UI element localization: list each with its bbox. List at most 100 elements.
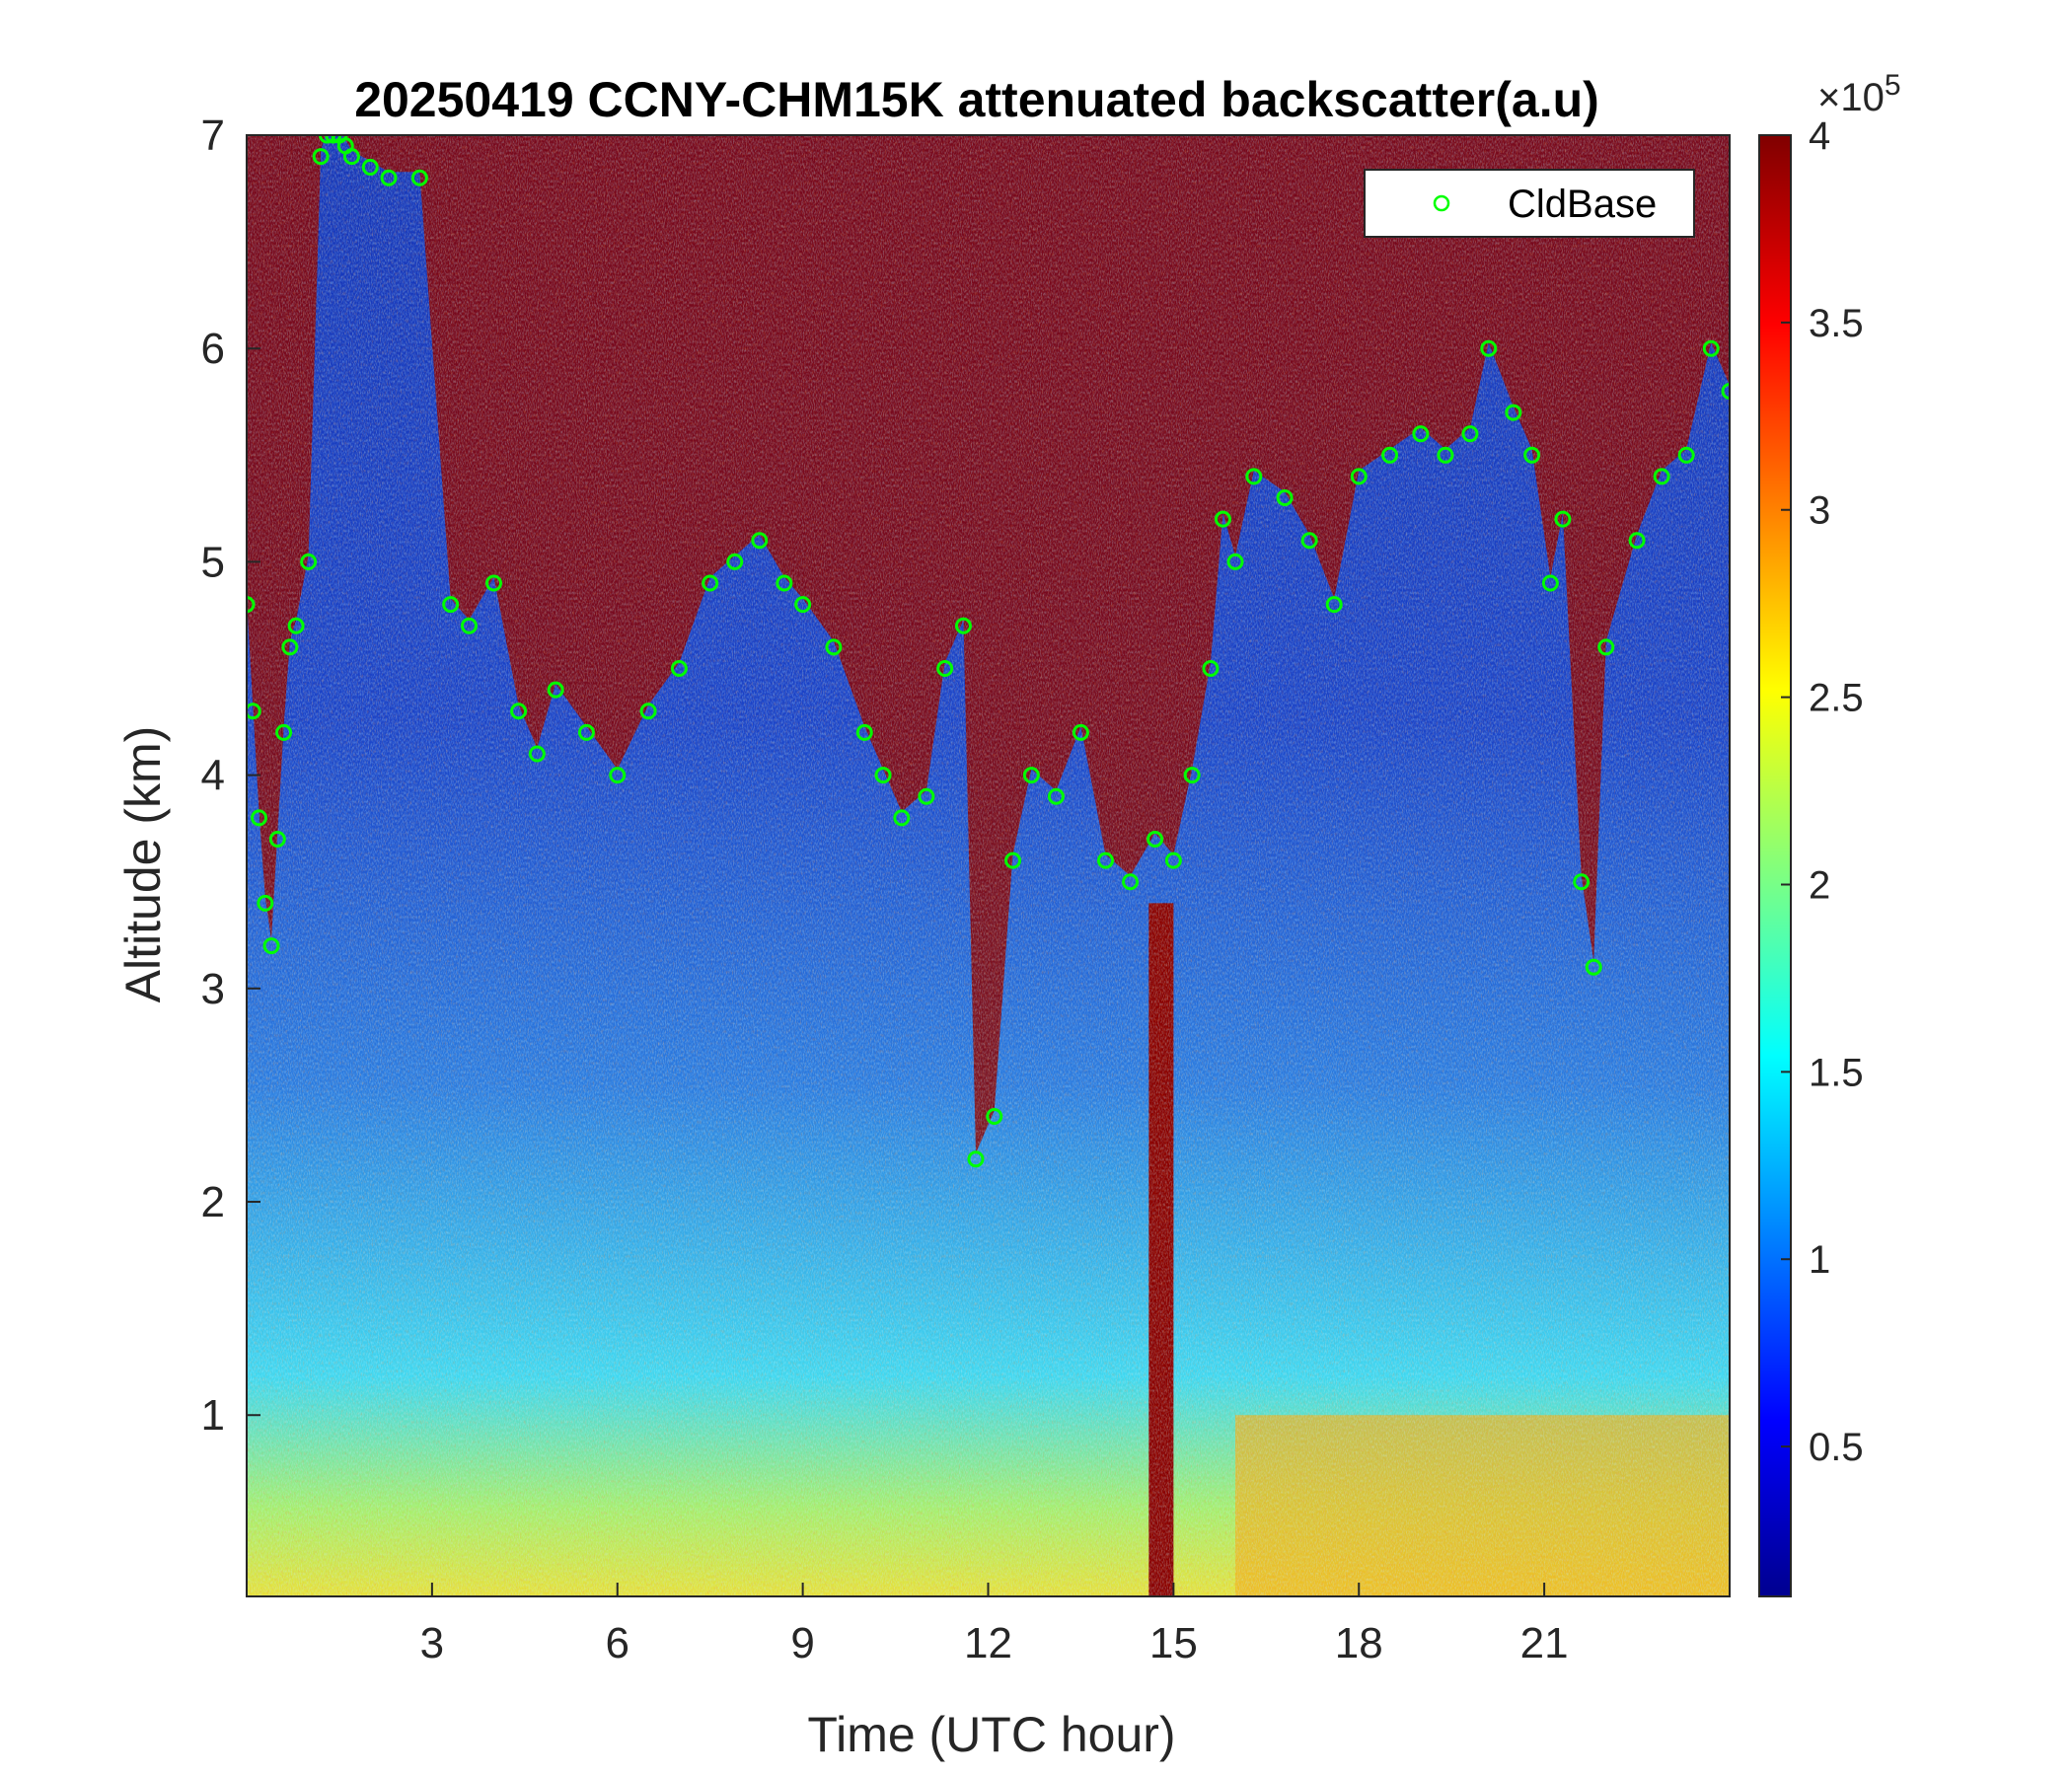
- cloud-base-point: [726, 553, 744, 570]
- cloud-base-point: [528, 745, 546, 763]
- colorbar: 0.5 1 1.5 2 2.5 3 3.5 4 ×105: [1758, 69, 1901, 1597]
- x-tick-label: 21: [1520, 1619, 1569, 1667]
- cloud-base-point: [1147, 830, 1164, 848]
- cloud-base-point: [1350, 468, 1368, 485]
- cloud-base-point: [442, 596, 460, 614]
- colorbar-ticks: 0.5 1 1.5 2 2.5 3 3.5 4: [1781, 114, 1864, 1469]
- cloud-base-point: [1573, 873, 1591, 891]
- cloud-base-point: [1072, 723, 1089, 741]
- y-axis: 1 2 3 4 5 6 7: [201, 111, 260, 1440]
- cloud-base-point: [1653, 468, 1670, 485]
- colorbar-tick-label: 1: [1809, 1238, 1830, 1282]
- cloud-base-point: [1677, 446, 1695, 464]
- colorbar-tick-label: 1.5: [1809, 1051, 1864, 1094]
- cloud-base-point: [410, 169, 428, 186]
- x-axis-label: Time (UTC hour): [807, 1707, 1175, 1762]
- cloud-base-point: [577, 723, 595, 741]
- cloud-base-point: [776, 574, 793, 592]
- cloud-base-point: [1585, 958, 1602, 976]
- cloud-base-point: [986, 1108, 1003, 1126]
- colorbar-tick-label: 3.5: [1809, 302, 1864, 345]
- cloud-base-point: [918, 787, 935, 805]
- cloud-base-point: [485, 574, 502, 592]
- cloud-base-point: [954, 617, 972, 634]
- cloud-base-point: [1183, 767, 1201, 784]
- y-tick-label: 6: [201, 325, 225, 373]
- cloud-base-point: [751, 532, 769, 550]
- colorbar-tick-label: 0.5: [1809, 1426, 1864, 1469]
- cloud-base-point: [1047, 787, 1065, 805]
- cloud-base-point: [318, 135, 335, 144]
- y-tick-label: 5: [201, 538, 225, 586]
- cloud-base-point: [639, 703, 657, 720]
- cloud-base-point: [609, 767, 627, 784]
- cloud-base-point: [251, 809, 268, 827]
- cloud-base-point: [325, 135, 342, 144]
- cloud-base-point: [967, 1150, 985, 1168]
- cloud-base-point: [1164, 851, 1182, 869]
- cloud-base-point: [825, 638, 843, 656]
- cloud-base-point: [275, 723, 293, 741]
- cloud-base-point: [1437, 446, 1454, 464]
- cloud-base-point: [702, 574, 719, 592]
- y-tick-label: 1: [201, 1391, 225, 1440]
- colorbar-tick-label: 2.5: [1809, 677, 1864, 720]
- cloud-base-point: [1412, 425, 1430, 443]
- cloud-base-point: [1505, 404, 1522, 421]
- x-tick-label: 3: [420, 1619, 444, 1667]
- x-tick-label: 15: [1149, 1619, 1198, 1667]
- cloud-base-point: [1214, 510, 1231, 528]
- y-tick-label: 3: [201, 965, 225, 1013]
- cloud-base-point: [893, 809, 911, 827]
- cloud-base-point: [361, 158, 379, 176]
- cloud-base-point: [1122, 873, 1140, 891]
- colorbar-tick-label: 4: [1809, 114, 1830, 158]
- cloud-base-point: [247, 596, 256, 614]
- cloud-base-point: [794, 596, 812, 614]
- cloud-base-point: [1245, 468, 1263, 485]
- x-axis: 3 6 9 12 15 18 21: [420, 1583, 1569, 1667]
- x-tick-label: 6: [606, 1619, 629, 1667]
- cloud-base-markers: [247, 135, 1730, 1168]
- cloud-base-point: [1702, 339, 1720, 357]
- cloud-base-point: [1628, 532, 1646, 550]
- cloud-base-point: [262, 937, 280, 955]
- y-tick-label: 4: [201, 752, 225, 800]
- cloud-base-point: [300, 553, 318, 570]
- legend: CldBase: [1364, 169, 1695, 238]
- x-tick-label: 12: [964, 1619, 1012, 1667]
- cloud-base-point: [855, 723, 873, 741]
- cloud-base-point: [547, 681, 564, 699]
- colorbar-tick-label: 3: [1809, 489, 1830, 533]
- cloud-base-point: [1480, 339, 1498, 357]
- cloud-base-point: [312, 148, 330, 166]
- y-tick-label: 7: [201, 111, 225, 160]
- cloud-base-point: [281, 638, 299, 656]
- cloud-base-point: [874, 767, 892, 784]
- cloud-base-point: [1276, 489, 1294, 507]
- cloud-base-point: [268, 830, 286, 848]
- cloud-base-point: [670, 660, 688, 678]
- colorbar-gradient: [1758, 134, 1792, 1597]
- legend-marker: [1433, 194, 1450, 212]
- cloud-base-point: [1541, 574, 1559, 592]
- cloud-base-point: [342, 148, 360, 166]
- x-tick-label: 18: [1335, 1619, 1383, 1667]
- cloud-base-point: [1202, 660, 1220, 678]
- cloud-base-point: [257, 894, 274, 912]
- chart-title: 20250419 CCNY-CHM15K attenuated backscat…: [354, 72, 1599, 127]
- cloud-base-point: [1461, 425, 1479, 443]
- cloud-base-point: [1381, 446, 1399, 464]
- y-axis-label: Altitude (km): [115, 726, 171, 1003]
- colorbar-exponent: ×105: [1817, 69, 1901, 119]
- legend-label: CldBase: [1508, 183, 1657, 226]
- cloud-base-point: [936, 660, 954, 678]
- cloud-base-point: [1226, 553, 1244, 570]
- cloud-base-point: [1721, 382, 1730, 400]
- cloud-base-point: [247, 703, 261, 720]
- x-tick-label: 9: [790, 1619, 814, 1667]
- cloud-base-point: [1554, 510, 1572, 528]
- cloud-base-point: [460, 617, 478, 634]
- cloud-base-point: [1300, 532, 1318, 550]
